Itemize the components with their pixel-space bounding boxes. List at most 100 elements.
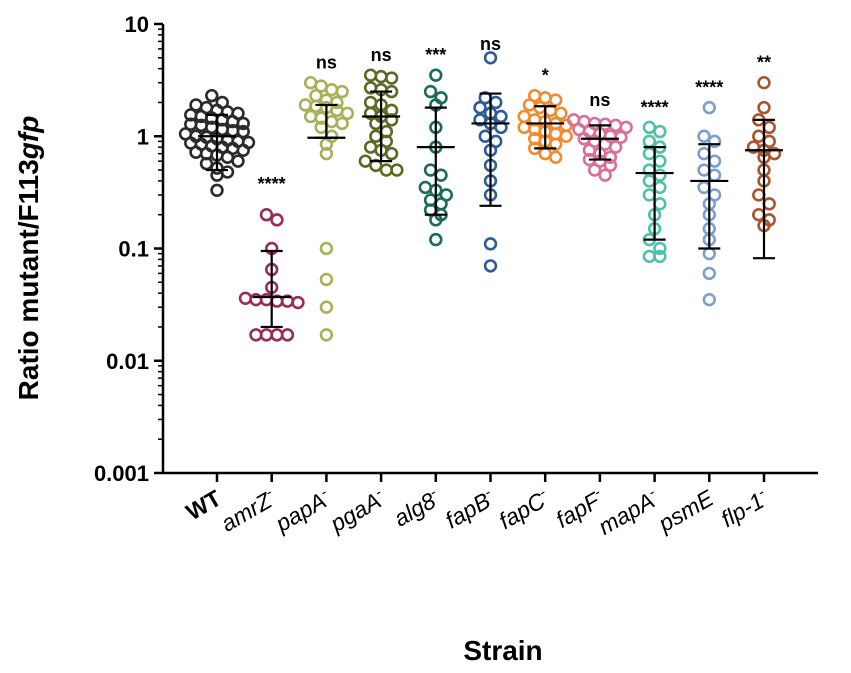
data-point <box>363 140 378 154</box>
data-point <box>697 146 711 161</box>
error-bars <box>198 90 783 329</box>
data-point <box>642 120 657 135</box>
data-point <box>707 168 722 182</box>
data-point <box>384 71 399 85</box>
data-point <box>236 116 250 131</box>
significance-label: * <box>542 66 549 86</box>
data-point <box>554 106 568 121</box>
y-tick-label: 0.001 <box>94 461 149 486</box>
data-point <box>494 120 508 135</box>
data-point <box>238 291 253 306</box>
data-point <box>358 154 373 168</box>
data-point <box>653 197 667 211</box>
data-point <box>653 241 667 256</box>
data-point <box>702 266 716 281</box>
data-point <box>697 163 711 177</box>
data-point <box>369 158 383 173</box>
x-category-label: psmE <box>653 484 718 537</box>
data-point <box>517 109 531 124</box>
data-point <box>324 82 339 97</box>
data-point <box>369 129 383 143</box>
data-point <box>483 259 498 273</box>
data-point <box>548 150 563 164</box>
data-point <box>538 146 552 161</box>
data-point <box>303 109 318 124</box>
y-tick-label: 0.1 <box>118 237 149 262</box>
significance-label: *** <box>425 45 446 65</box>
data-point <box>319 146 334 161</box>
data-point <box>548 137 563 151</box>
x-category-label: flp-1- <box>716 484 773 532</box>
y-axis-ticks: 0.001 0.01 0.1 1 10 <box>94 12 163 486</box>
data-point <box>236 124 250 139</box>
significance-label: **** <box>695 78 723 98</box>
data-point <box>762 197 776 211</box>
data-point <box>423 84 438 99</box>
data-point <box>210 168 224 182</box>
data-point <box>752 188 766 202</box>
y-axis-minor-ticks <box>158 28 163 440</box>
data-point <box>429 68 443 82</box>
data-point <box>522 98 537 112</box>
data-point <box>702 100 716 115</box>
x-category-label: fapB- <box>440 484 499 534</box>
data-point <box>608 140 623 154</box>
data-point <box>587 163 602 177</box>
data-point <box>642 249 657 264</box>
significance-label: ns <box>480 34 501 54</box>
data-point <box>319 300 334 314</box>
data-point <box>642 174 657 188</box>
data-point <box>205 88 219 103</box>
data-point <box>291 295 305 310</box>
data-point <box>374 69 388 84</box>
data-point <box>249 328 263 342</box>
data-point <box>757 100 771 115</box>
data-point <box>319 328 334 342</box>
data-point <box>653 249 667 264</box>
y-tick-label: 1 <box>137 124 149 149</box>
data-point <box>752 208 766 222</box>
data-point <box>642 146 657 161</box>
data-point <box>298 98 313 112</box>
data-point <box>697 180 711 195</box>
data-point <box>220 150 235 164</box>
significance-label: ns <box>316 53 337 73</box>
data-point <box>707 154 722 168</box>
data-point <box>259 208 274 222</box>
data-point <box>390 163 404 177</box>
data-point <box>653 168 667 182</box>
data-point <box>702 292 716 307</box>
data-point <box>608 118 623 133</box>
data-point <box>270 213 284 227</box>
data-point <box>473 100 487 115</box>
data-point <box>340 106 355 121</box>
significance-labels: ****ns ns ***ns*ns ********** <box>258 34 771 194</box>
y-axis-title: Ratio mutant/F113gfp <box>13 116 44 401</box>
data-point <box>309 88 323 103</box>
x-category-label: mapA- <box>593 484 663 540</box>
data-point <box>653 154 667 168</box>
data-point <box>270 328 284 342</box>
data-point <box>418 180 432 195</box>
x-category-label: alg8- <box>389 484 444 532</box>
data-point <box>642 188 657 202</box>
y-tick-label: 0.01 <box>106 349 149 374</box>
data-point <box>559 129 573 143</box>
data-point <box>752 129 766 143</box>
data-point <box>303 75 318 90</box>
data-point <box>434 168 448 182</box>
data-point <box>429 232 443 247</box>
significance-label: **** <box>641 97 669 117</box>
y-tick-label: 10 <box>125 12 149 37</box>
data-point <box>614 130 628 144</box>
data-point <box>707 134 722 149</box>
data-point <box>533 100 547 115</box>
significance-label: ns <box>589 90 610 110</box>
data-point <box>653 124 667 139</box>
data-point <box>434 197 448 211</box>
data-point <box>483 51 498 65</box>
data-point <box>210 183 224 197</box>
data-point <box>619 120 633 135</box>
data-point <box>423 163 438 177</box>
